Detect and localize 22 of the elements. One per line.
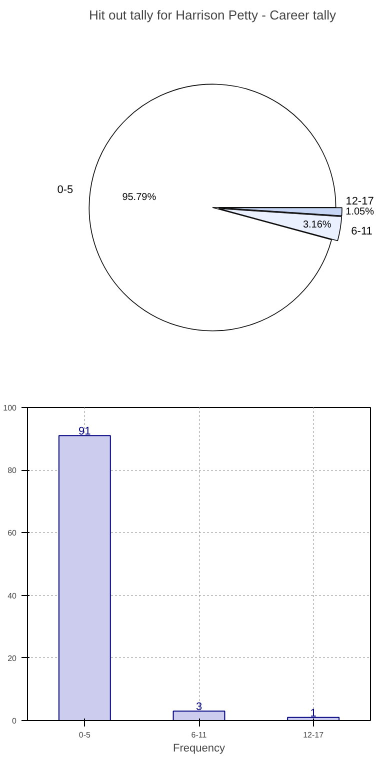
- y-tick-label: 20: [8, 654, 18, 663]
- y-tick-label: 0: [12, 716, 18, 726]
- y-tick-label: 40: [8, 591, 18, 600]
- x-tick-label: 6-11: [191, 730, 208, 740]
- x-axis-title: Frequency: [173, 742, 226, 754]
- slice-label: 6-11: [351, 226, 372, 238]
- y-tick-label: 60: [8, 528, 18, 538]
- bar: [58, 435, 111, 720]
- x-tick-label: 12-17: [303, 730, 324, 740]
- y-tick-label: 100: [3, 404, 18, 412]
- bar: [172, 710, 226, 720]
- data-label: 3.16%: [302, 219, 332, 230]
- slice-label: 12-17: [346, 196, 374, 208]
- x-tick-label: 0-5: [78, 730, 91, 740]
- data-label: 1: [310, 707, 316, 720]
- slice-label: 0-5: [57, 184, 74, 196]
- y-tick-label: 80: [8, 466, 18, 476]
- data-label: 1.05%: [346, 206, 374, 218]
- data-label: 3: [196, 701, 202, 714]
- data-label: 95.79%: [122, 192, 156, 204]
- data-label: 91: [78, 426, 91, 438]
- chart-title: Hit out tally for Harrison Petty - Career tally: [88, 8, 337, 22]
